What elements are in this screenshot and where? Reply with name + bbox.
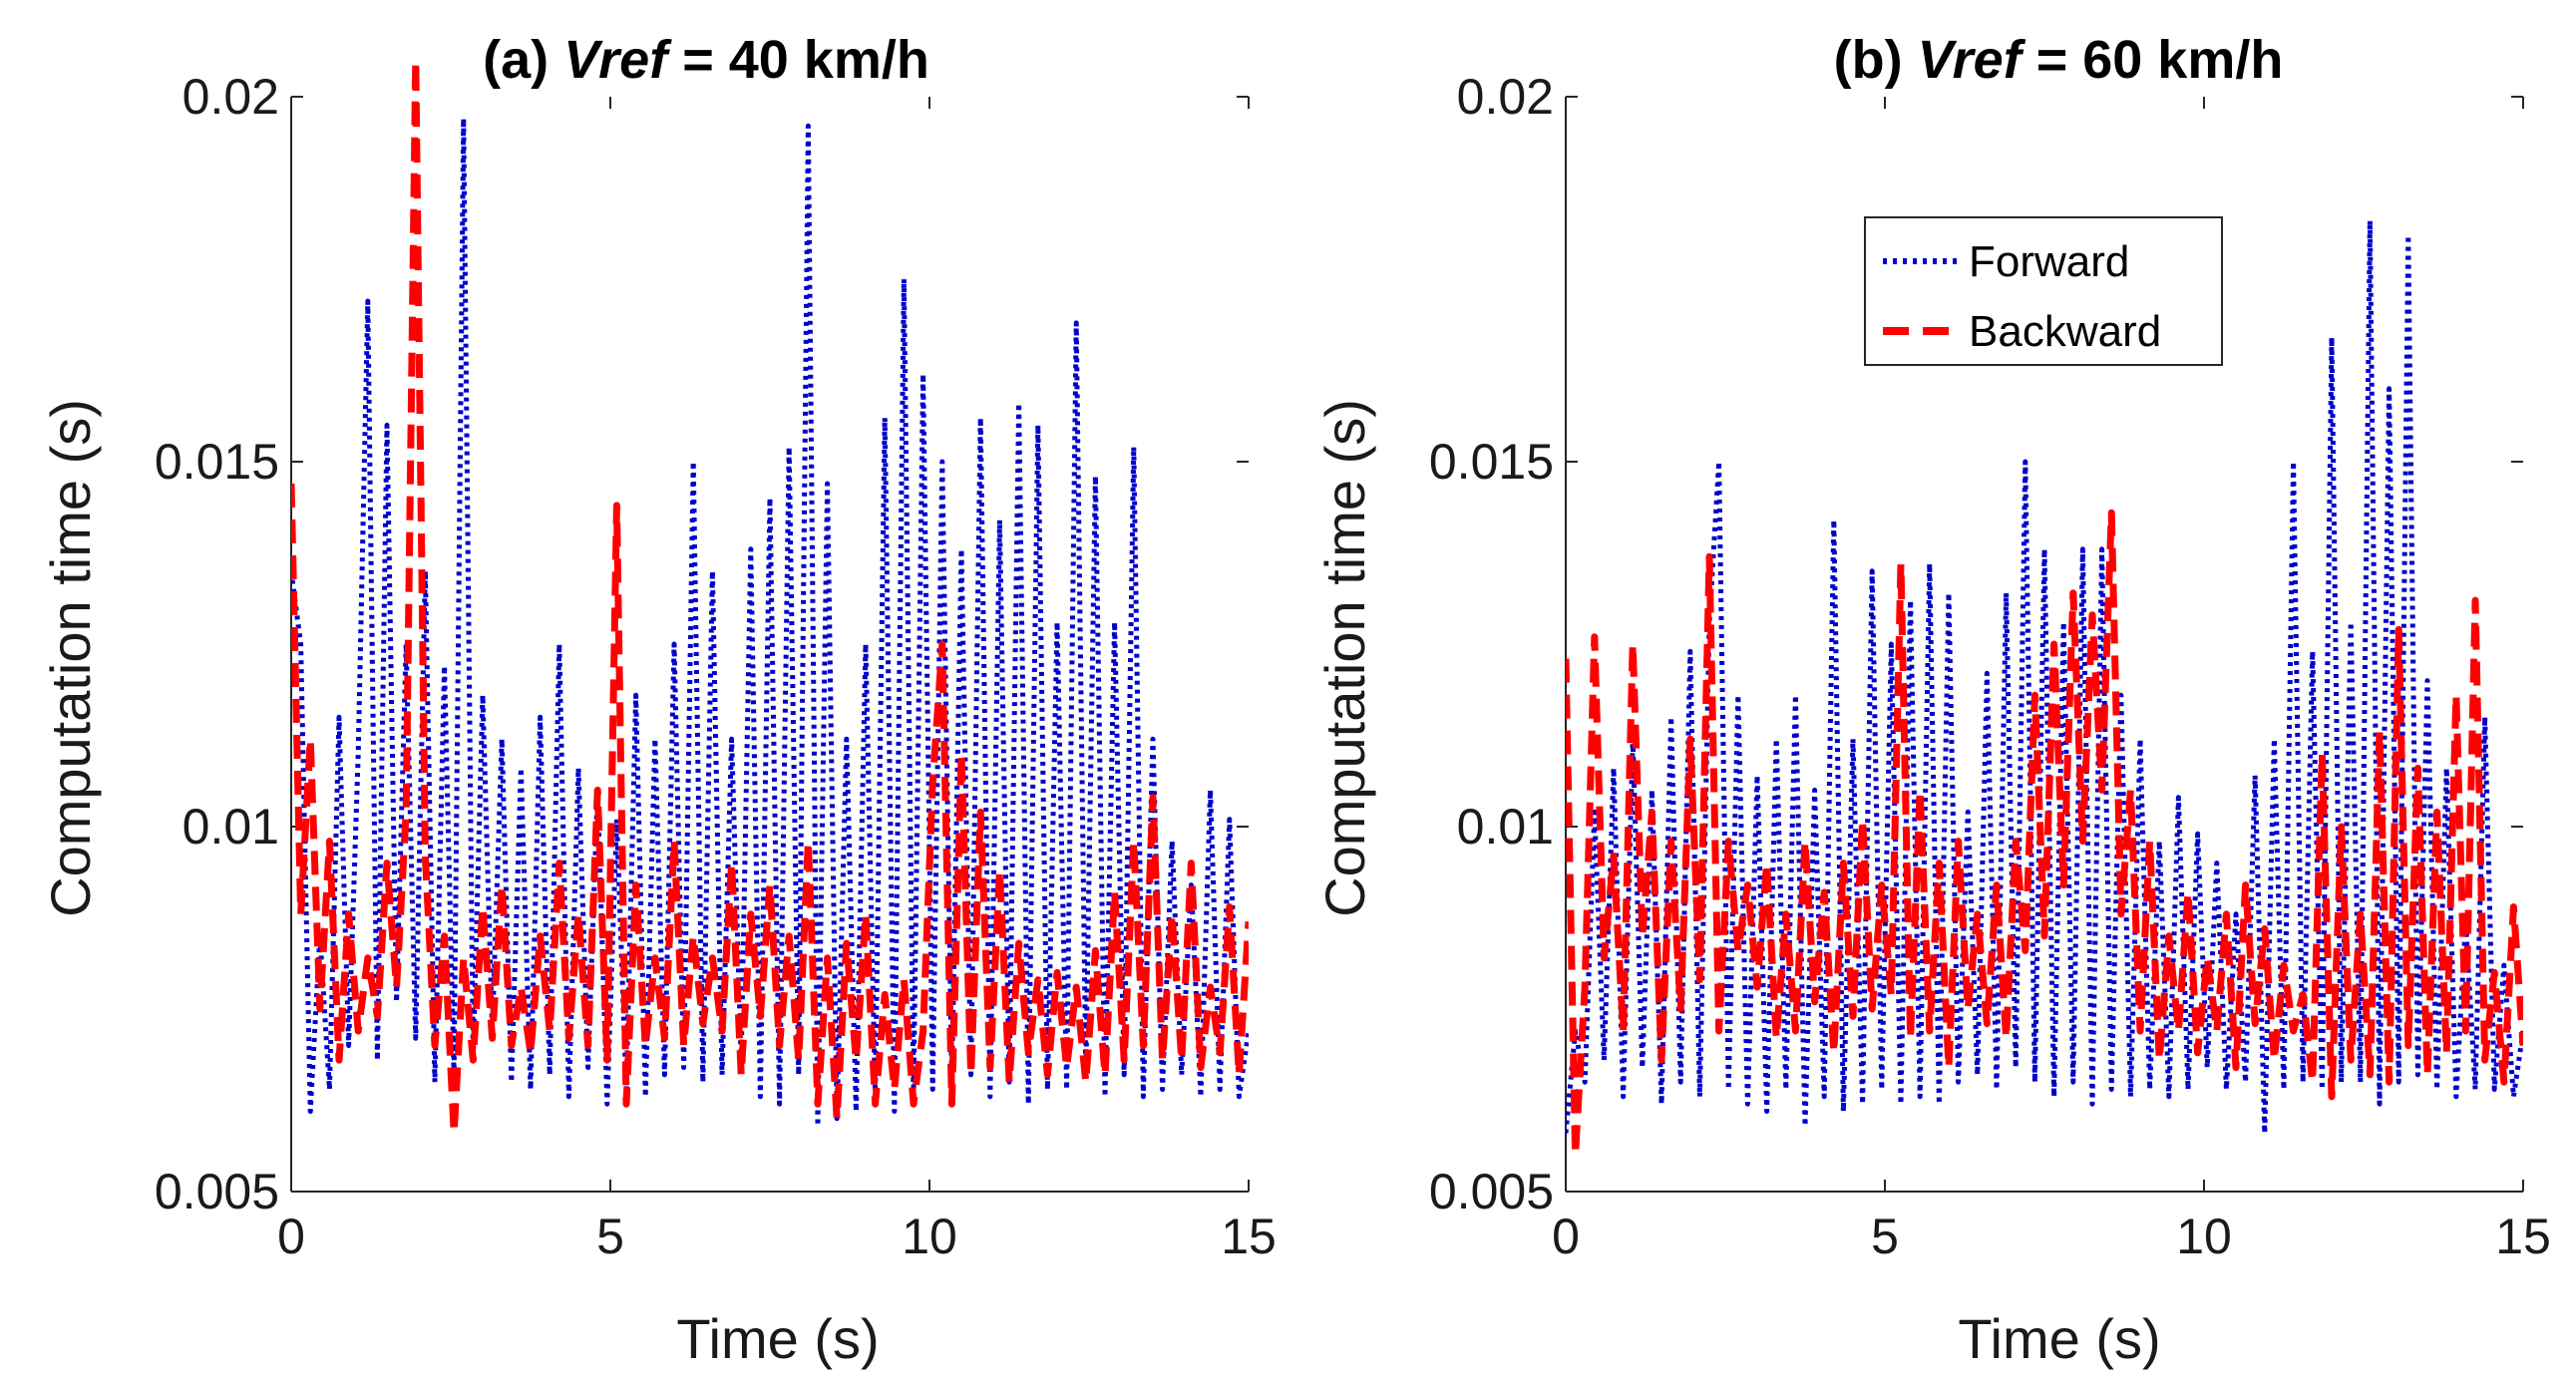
panel-a-series-forward-line: [291, 116, 1249, 1129]
legend-box: [1864, 216, 2223, 366]
panel-a-x-tick-label: 0: [277, 1208, 305, 1264]
panel-a-y-tick-label: 0.015: [155, 434, 279, 490]
panel-b: (b) Vref = 60 km/h 0 5 10 150.0050.010.0150…: [1313, 30, 2551, 1370]
panel-b-title: (b) Vref = 60 km/h: [1834, 30, 2284, 90]
panel-b-series-backward-line: [1566, 509, 2523, 1159]
panel-a-x-axis-label: Time (s): [676, 1307, 879, 1370]
panel-b-y-axis-label: Computation time (s): [1313, 399, 1376, 917]
panel-b-y-tick-label: 0.02: [1457, 69, 1554, 125]
panel-b-x-tick-label: 5: [1871, 1208, 1899, 1264]
panel-b-x-axis-label: Time (s): [1958, 1307, 2160, 1370]
panel-b-y-tick-label: 0.005: [1429, 1164, 1554, 1219]
panel-a-x-tick-label: 5: [596, 1208, 624, 1264]
panel-a-plot-area: 0 5 10 15 0.005 0.01 0.015 0.02: [155, 57, 1277, 1264]
panel-a-y-axis-label: Computation time (s): [39, 399, 102, 917]
panel-a-x-tick-label: 15: [1221, 1208, 1277, 1264]
panel-b-x-tick-label: 10: [2176, 1208, 2232, 1264]
legend: Forward Backward: [1864, 216, 2223, 366]
panel-a: (a) Vref = 40 km/h 0 5 10 150.0050.010.0150…: [39, 30, 1277, 1370]
panel-a-y-tick-label: 0.005: [155, 1164, 279, 1219]
legend-forward-label: Forward: [1969, 237, 2129, 286]
panel-b-x-tick-label: 0: [1552, 1208, 1580, 1264]
panel-a-title: (a) Vref = 40 km/h: [483, 30, 929, 90]
panel-a-y-tick-label: 0.01: [183, 799, 279, 855]
panel-b-y-tick-label: 0.01: [1457, 799, 1554, 855]
panel-b-plot-area: 0 5 10 15 0.005 0.01 0.015 0.02: [1429, 69, 2551, 1264]
panel-b-x-tick-label: 15: [2495, 1208, 2551, 1264]
panel-a-y-tick-label: 0.02: [183, 69, 279, 125]
legend-backward-label: Backward: [1969, 307, 2161, 356]
panel-b-y-tick-label: 0.015: [1429, 434, 1554, 490]
panel-a-x-tick-label: 10: [902, 1208, 957, 1264]
